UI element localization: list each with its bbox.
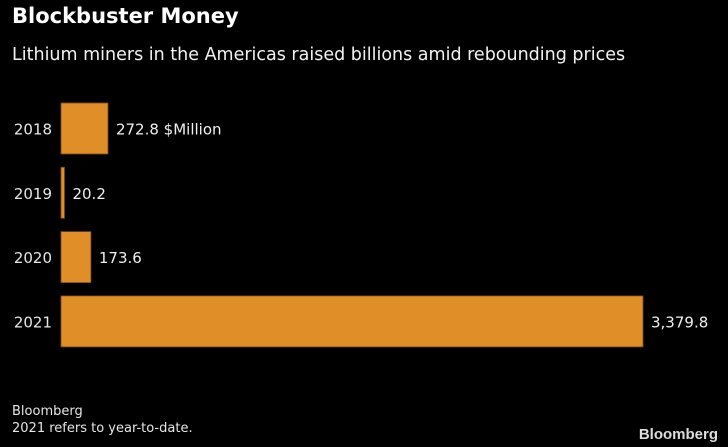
data-label: 20.2 bbox=[72, 185, 105, 203]
category-label: 2020 bbox=[14, 249, 52, 267]
chart-subtitle: Lithium miners in the Americas raised bi… bbox=[12, 45, 626, 65]
category-label: 2021 bbox=[14, 313, 52, 331]
data-label: 272.8 $Million bbox=[116, 121, 222, 139]
source-text: Bloomberg bbox=[12, 404, 83, 419]
bar-2020 bbox=[60, 231, 92, 284]
category-label: 2018 bbox=[14, 121, 52, 139]
chart-title: Blockbuster Money bbox=[12, 4, 239, 28]
bloomberg-logo: Bloomberg bbox=[638, 426, 718, 443]
category-label: 2019 bbox=[14, 185, 52, 203]
bar-2019 bbox=[60, 166, 65, 219]
bar-2021 bbox=[60, 295, 644, 348]
bar-2018 bbox=[60, 102, 109, 155]
data-label: 3,379.8 bbox=[651, 313, 708, 331]
data-label: 173.6 bbox=[99, 249, 142, 267]
note-text: 2021 refers to year-to-date. bbox=[12, 421, 193, 436]
